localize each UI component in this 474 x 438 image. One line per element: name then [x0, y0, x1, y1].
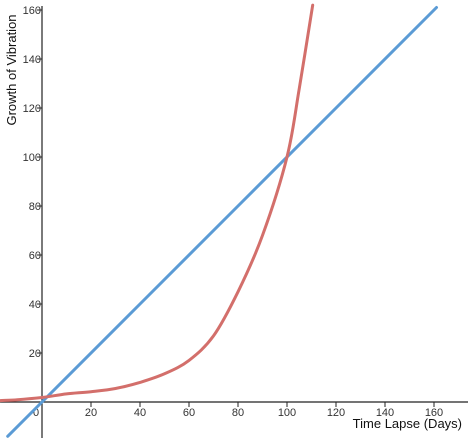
x-tick-label-20: 20: [85, 407, 97, 419]
y-tick-label-140: 140: [23, 54, 41, 66]
x-tick-label-60: 60: [183, 407, 195, 419]
y-tick-label-20: 20: [29, 348, 41, 360]
y-tick-label-160: 160: [23, 5, 41, 17]
series-line-2: [0, 3, 315, 403]
y-tick-label-120: 120: [23, 103, 41, 115]
y-tick-label-80: 80: [29, 201, 41, 213]
x-tick-label-100: 100: [278, 407, 296, 419]
y-axis-label: Growth of Vibration: [4, 14, 19, 125]
x-tick-label-40: 40: [134, 407, 146, 419]
y-tick-label-60: 60: [29, 250, 41, 262]
series-line-1: [6, 6, 438, 438]
x-tick-label-140: 140: [376, 407, 394, 419]
x-tick-label-160: 160: [425, 407, 443, 419]
ticks: 0 20 40 60 80 100 120 140 160 20 40 60 80 100 120 140 16…: [23, 5, 444, 419]
x-axis-label: Time Lapse (Days): [353, 416, 462, 431]
series-group: [0, 3, 438, 438]
y-tick-label-40: 40: [29, 299, 41, 311]
y-tick-label-100: 100: [23, 152, 41, 164]
x-tick-label-0: 0: [33, 407, 39, 419]
x-tick-label-80: 80: [232, 407, 244, 419]
axes: [0, 6, 468, 438]
x-tick-label-120: 120: [327, 407, 345, 419]
